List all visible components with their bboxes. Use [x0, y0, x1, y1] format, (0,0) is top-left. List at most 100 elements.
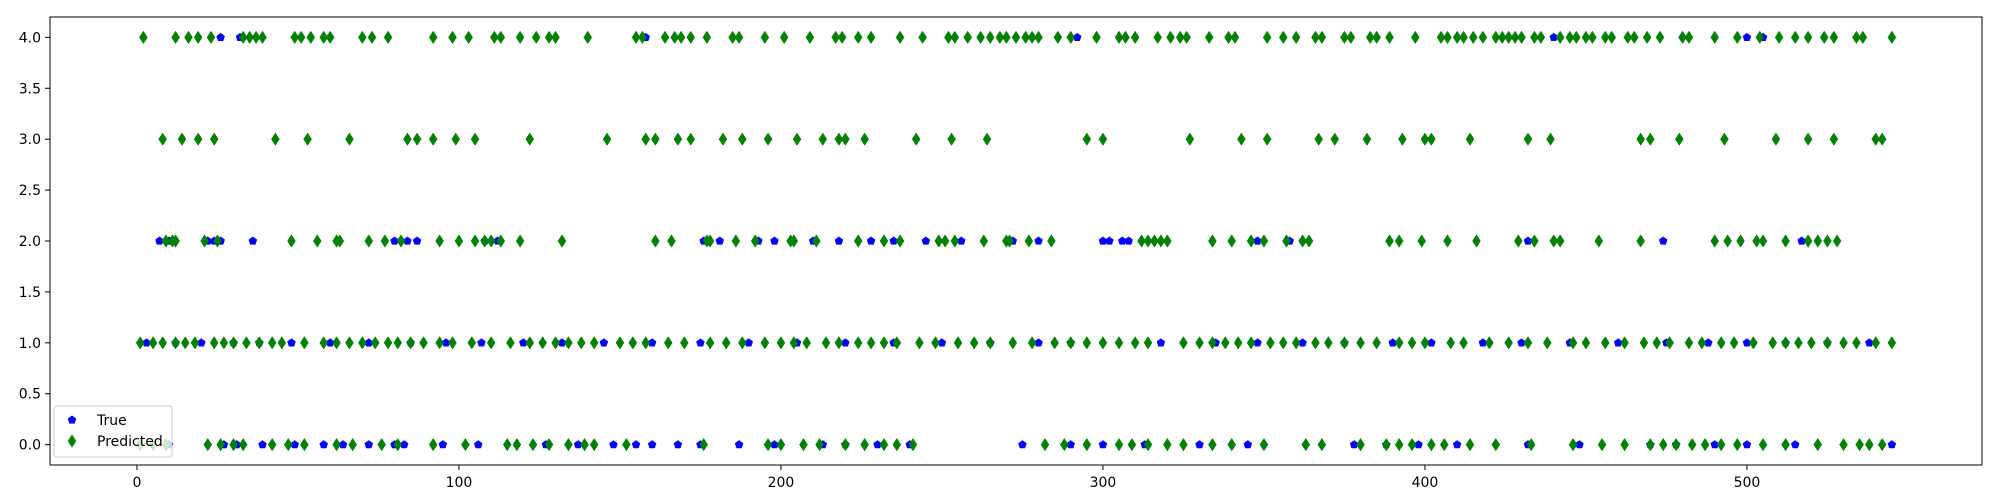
data-point: [1526, 437, 1536, 452]
data-point: [763, 437, 773, 452]
data-point: [651, 132, 660, 146]
data-point: [1781, 336, 1790, 350]
data-point: [358, 336, 367, 350]
data-point: [892, 336, 902, 350]
data-point: [209, 132, 219, 146]
data-point: [1066, 30, 1076, 45]
data-point: [931, 336, 940, 350]
data-point: [267, 336, 277, 350]
data-point: [435, 234, 444, 248]
data-point: [148, 336, 158, 350]
data-point: [1768, 336, 1777, 350]
data-point: [1324, 336, 1333, 350]
data-point: [660, 30, 670, 45]
y-tick-label: 3.0: [19, 132, 41, 148]
data-point: [1803, 132, 1813, 146]
data-point: [792, 132, 802, 146]
data-point: [193, 132, 203, 146]
data-point: [950, 234, 960, 248]
data-point: [1452, 440, 1462, 449]
data-point: [1832, 234, 1842, 248]
plot-points: [135, 30, 1897, 452]
data-point: [470, 132, 480, 146]
data-point: [1803, 234, 1813, 248]
data-point: [805, 30, 815, 45]
data-point: [1781, 234, 1790, 248]
data-point: [393, 437, 403, 452]
data-point: [1459, 30, 1468, 45]
data-point: [1227, 234, 1237, 248]
data-point: [921, 236, 931, 245]
data-point: [1175, 30, 1185, 45]
data-point: [837, 30, 847, 45]
data-point: [1790, 440, 1800, 449]
data-point: [238, 437, 248, 452]
data-point: [1298, 234, 1307, 248]
data-point: [1060, 437, 1069, 452]
data-point: [1121, 30, 1130, 45]
x-tick-label: 500: [1734, 475, 1761, 491]
data-point: [480, 234, 489, 248]
data-point: [589, 336, 599, 350]
data-point: [1027, 336, 1037, 350]
data-point: [1208, 234, 1217, 248]
data-point: [1468, 30, 1478, 45]
data-point: [866, 336, 876, 350]
data-point: [1530, 30, 1539, 45]
data-point: [1607, 30, 1616, 45]
data-point: [473, 440, 483, 449]
data-point: [721, 336, 731, 350]
x-tick-label: 100: [446, 475, 473, 491]
data-point: [242, 336, 251, 350]
data-point: [319, 336, 328, 350]
data-point: [641, 132, 650, 146]
data-point: [428, 132, 438, 146]
data-point: [158, 132, 167, 146]
data-point: [1385, 234, 1394, 248]
data-point: [1523, 336, 1533, 350]
data-point: [1803, 30, 1813, 45]
data-point: [789, 336, 799, 350]
data-point: [705, 234, 715, 248]
data-point: [1156, 234, 1166, 248]
data-point: [1407, 336, 1417, 350]
data-point: [1620, 336, 1629, 350]
data-point: [538, 336, 547, 350]
data-point: [502, 437, 512, 452]
data-point: [1504, 30, 1513, 45]
data-point: [1098, 440, 1108, 449]
data-point: [177, 132, 187, 146]
data-point: [277, 336, 287, 350]
data-point: [1671, 437, 1681, 452]
y-axis: 0.0 0.5 1.0 1.5 2.0 2.5 3.0 3.5 4.0: [19, 30, 50, 454]
data-point: [1716, 336, 1726, 350]
data-point: [1417, 234, 1427, 248]
data-point: [866, 30, 876, 45]
data-point: [300, 437, 309, 452]
data-point: [1266, 336, 1275, 350]
data-point: [599, 338, 609, 347]
data-point: [1823, 336, 1832, 350]
data-point: [393, 336, 403, 350]
data-point: [1114, 336, 1124, 350]
data-point: [171, 336, 180, 350]
data-point: [1871, 132, 1881, 146]
data-point: [1021, 30, 1030, 45]
data-point: [287, 338, 296, 347]
data-point: [364, 234, 374, 248]
data-point: [577, 336, 586, 350]
data-point: [1678, 30, 1687, 45]
data-point: [1137, 234, 1146, 248]
x-axis: 0 100 200 300 400 500: [132, 465, 1760, 491]
data-point: [879, 437, 889, 452]
data-point: [1736, 234, 1745, 248]
data-point: [589, 437, 599, 452]
data-point: [1639, 336, 1649, 350]
data-point: [1636, 132, 1645, 146]
data-point: [1311, 30, 1320, 45]
data-point: [332, 336, 341, 350]
data-point: [1153, 30, 1162, 45]
data-point: [834, 336, 844, 350]
data-point: [638, 30, 647, 45]
